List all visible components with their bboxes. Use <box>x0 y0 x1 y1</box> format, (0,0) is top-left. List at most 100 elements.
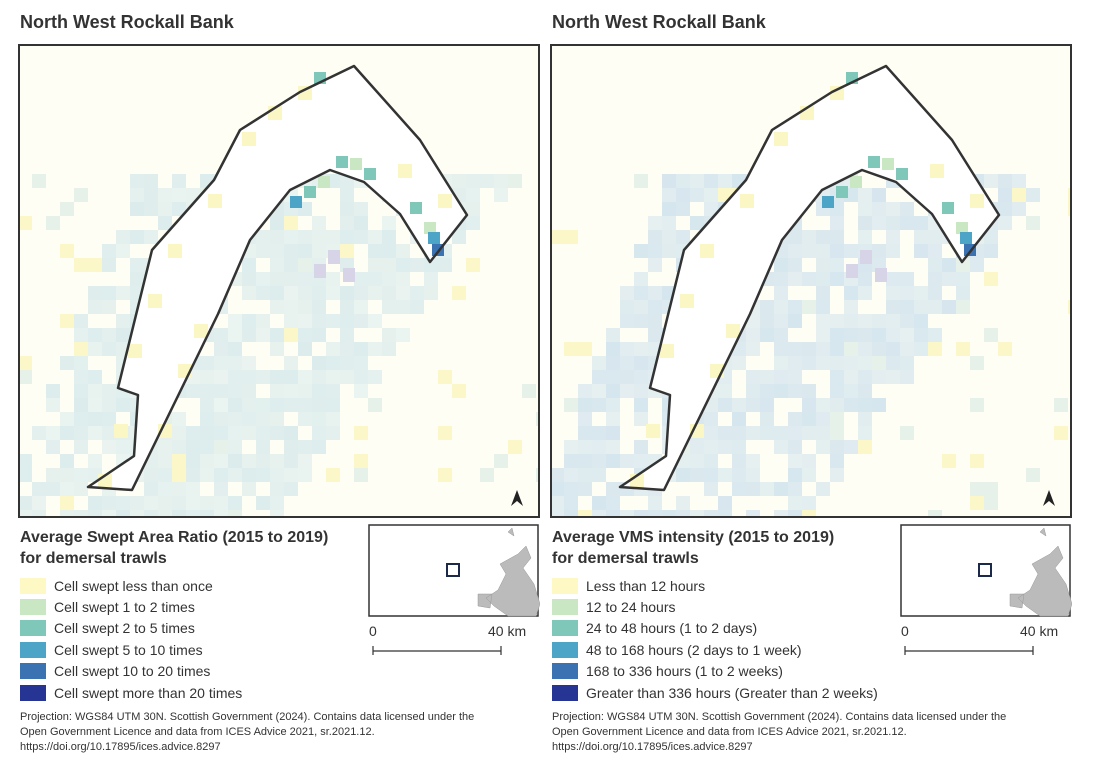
map-cell <box>578 482 592 496</box>
map-cell <box>396 286 410 300</box>
map-cell <box>228 440 242 454</box>
map-cell <box>284 440 298 454</box>
map-cell <box>60 412 74 426</box>
map-cell <box>774 510 788 518</box>
map-cell <box>312 426 326 440</box>
map-cell <box>74 510 88 518</box>
map-cell <box>298 328 312 342</box>
map-cell <box>914 300 928 314</box>
map-cell <box>886 244 900 258</box>
map-cell <box>998 202 1012 216</box>
map-cell <box>802 384 816 398</box>
map-cell <box>186 468 200 482</box>
map-cell <box>438 426 452 440</box>
map-cell <box>88 300 102 314</box>
map-cell <box>466 258 480 272</box>
map-cell <box>858 272 872 286</box>
map-cell <box>32 482 46 496</box>
map-cell <box>284 258 298 272</box>
footnote: Projection: WGS84 UTM 30N. Scottish Gove… <box>20 710 474 755</box>
map-cell <box>836 186 848 198</box>
map-cell <box>900 370 914 384</box>
map-cell <box>676 202 690 216</box>
map-cell <box>256 454 270 468</box>
legend-item: Cell swept more than 20 times <box>20 682 242 703</box>
map-cell <box>788 356 802 370</box>
map-cell <box>298 440 312 454</box>
map-cell <box>466 216 480 230</box>
map-cell <box>130 272 144 286</box>
panel: North West Rockall Bank Average Swept Are… <box>18 0 558 766</box>
map-cell <box>326 412 340 426</box>
map-cell <box>228 342 242 356</box>
map-cell <box>816 244 830 258</box>
panel-title: North West Rockall Bank <box>20 12 234 32</box>
map-cell <box>340 188 354 202</box>
map-cell <box>102 300 116 314</box>
map-cell <box>214 496 228 510</box>
legend-swatch <box>552 599 578 616</box>
map-cell <box>704 426 718 440</box>
map-cell <box>172 174 186 188</box>
legend-title-line: Average Swept Area Ratio (2015 to 2019) <box>20 529 329 546</box>
map-cell <box>816 356 830 370</box>
map-cell <box>326 314 340 328</box>
map-cell <box>354 468 368 482</box>
legend-items: Less than 12 hours 12 to 24 hours 24 to 48… <box>552 575 878 703</box>
map-cell <box>970 356 984 370</box>
map-cell <box>620 300 634 314</box>
map-cell <box>186 426 200 440</box>
map-cell <box>830 272 844 286</box>
map-cell <box>914 314 928 328</box>
map-cell <box>858 370 872 384</box>
map-cell <box>1012 188 1026 202</box>
legend-swatch <box>20 599 46 616</box>
map-cell <box>942 202 954 214</box>
map-cell <box>284 398 298 412</box>
map-cell <box>343 268 355 282</box>
map-cell <box>634 384 648 398</box>
map-cell <box>830 328 844 342</box>
map-cell <box>214 370 228 384</box>
map-cell <box>60 496 74 510</box>
map-cell <box>242 314 256 328</box>
map-cell <box>270 454 284 468</box>
map-cell <box>746 468 760 482</box>
map-cell <box>550 482 564 496</box>
map-cell <box>592 356 606 370</box>
legend-label: Cell swept 2 to 5 times <box>54 620 195 637</box>
map-cell <box>312 440 326 454</box>
map-cell <box>32 496 46 510</box>
legend-label: 48 to 168 hours (2 days to 1 week) <box>586 641 802 658</box>
map-cell <box>788 426 802 440</box>
map-cell <box>872 328 886 342</box>
map-cell <box>648 510 662 518</box>
map-cell <box>438 194 452 208</box>
map-cell <box>312 300 326 314</box>
legend-label: 12 to 24 hours <box>586 599 676 616</box>
map-cell <box>550 496 564 510</box>
map-cell <box>620 370 634 384</box>
map-cell <box>718 398 732 412</box>
map-cell <box>114 424 128 438</box>
map-cell <box>312 230 326 244</box>
map-cell <box>158 216 172 230</box>
map-cell <box>620 510 634 518</box>
map-cell <box>102 258 116 272</box>
map-cell <box>74 188 88 202</box>
map-cell <box>592 384 606 398</box>
map-cell <box>802 412 816 426</box>
map-cell <box>60 314 74 328</box>
footnote-line: https://doi.org/10.17895/ices.advice.829… <box>552 741 753 753</box>
map-cell <box>620 454 634 468</box>
map-cell <box>704 454 718 468</box>
map-cell <box>606 454 620 468</box>
legend-item: 168 to 336 hours (1 to 2 weeks) <box>552 661 878 682</box>
map-cell <box>676 496 690 510</box>
map-cell <box>858 216 872 230</box>
map-cell <box>200 412 214 426</box>
map-cell <box>214 468 228 482</box>
legend-title-line: for demersal trawls <box>20 550 167 567</box>
map-cell <box>746 370 760 384</box>
map-cell <box>690 188 704 202</box>
